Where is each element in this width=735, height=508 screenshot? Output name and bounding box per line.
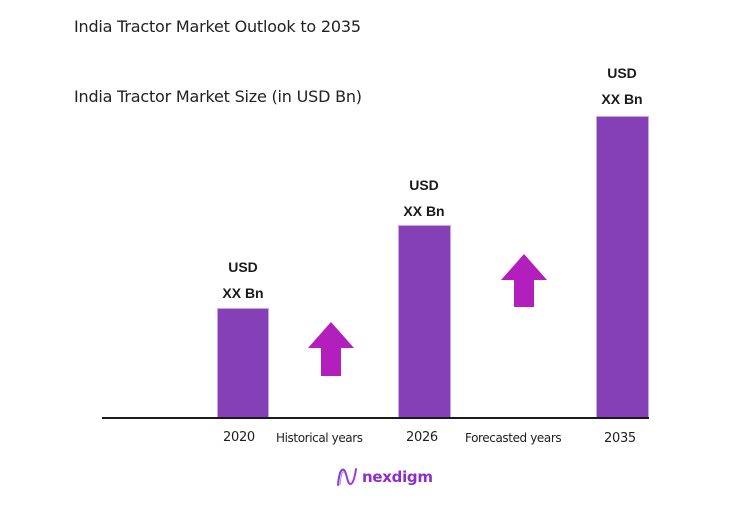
x-label-2026: 2026: [406, 430, 438, 445]
chart-subtitle: India Tractor Market Size (in USD Bn): [74, 87, 362, 106]
nexdigm-logo: nexdigm: [336, 466, 433, 488]
x-label-2035: 2035: [604, 431, 636, 446]
brand-name: nexdigm: [362, 468, 433, 486]
bar-2020: [218, 309, 268, 418]
bar-label-value: XX Bn: [601, 91, 643, 107]
bar-label-currency: USD: [409, 177, 439, 193]
chart-title: India Tractor Market Outlook to 2035: [74, 17, 361, 36]
bar-label-value: XX Bn: [222, 285, 264, 301]
bar-value-label-2020: USD XX Bn: [198, 254, 288, 306]
bar-value-label-2026: USD XX Bn: [379, 172, 469, 224]
up-arrow-icon: [308, 322, 354, 376]
nexdigm-wave-icon: [337, 468, 357, 486]
x-label-2020: 2020: [223, 430, 255, 445]
bar-label-currency: USD: [607, 65, 637, 81]
bar-label-currency: USD: [228, 259, 258, 275]
x-label-historical-years: Historical years: [276, 431, 363, 445]
x-label-forecasted-years: Forecasted years: [465, 431, 562, 445]
bar-2035: [597, 117, 648, 418]
bar-value-label-2035: USD XX Bn: [577, 60, 667, 112]
bar-label-value: XX Bn: [403, 203, 445, 219]
x-axis-line: [102, 417, 649, 419]
bar-2026: [399, 226, 450, 418]
up-arrow-icon: [501, 254, 547, 307]
